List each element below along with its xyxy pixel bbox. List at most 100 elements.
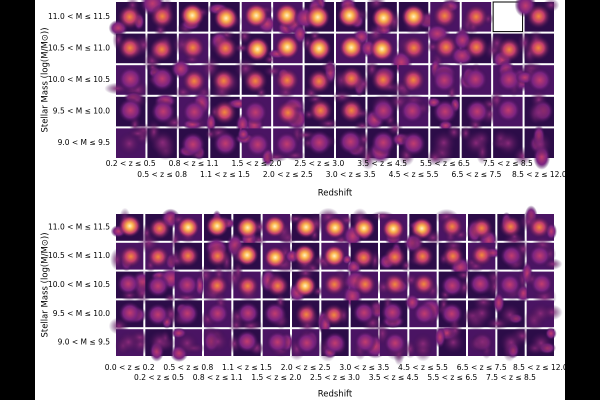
blob xyxy=(180,132,206,157)
col-label: 6.5 < z ≤ 7.5 xyxy=(457,363,507,372)
col-label: 1.1 < z ≤ 1.5 xyxy=(222,363,272,372)
blob xyxy=(470,301,494,325)
blob xyxy=(322,273,346,296)
blob xyxy=(263,302,287,325)
col-label: 7.5 < z ≤ 8.5 xyxy=(483,159,533,168)
col-label: 6.5 < z ≤ 7.5 xyxy=(451,170,501,179)
blob xyxy=(305,4,331,30)
col-label: 3.0 < z ≤ 3.5 xyxy=(339,363,389,372)
blob xyxy=(470,216,494,240)
blob xyxy=(352,301,376,325)
blob xyxy=(175,302,199,325)
blob xyxy=(181,68,207,94)
blob xyxy=(412,272,436,296)
col-label: 5.5 < z ≤ 6.5 xyxy=(427,373,477,382)
blob xyxy=(243,99,268,125)
blob xyxy=(175,273,199,297)
row-label: 11.0 < M ≤ 11.5 xyxy=(48,222,110,231)
noise xyxy=(320,61,338,74)
blob xyxy=(235,330,259,353)
blob xyxy=(308,98,333,123)
blob xyxy=(266,274,290,298)
blob xyxy=(243,3,269,29)
blob xyxy=(295,331,319,355)
blob xyxy=(179,3,205,28)
blob xyxy=(411,332,435,355)
blob xyxy=(496,37,522,63)
blob xyxy=(149,36,175,62)
blob xyxy=(529,302,552,325)
col-label: 1.5 < z ≤ 2.0 xyxy=(251,373,301,382)
col-label: 0.0 < z ≤ 0.2 xyxy=(105,363,155,372)
blob xyxy=(245,132,271,158)
blob xyxy=(306,68,332,94)
col-label: 7.5 < z ≤ 8.5 xyxy=(486,373,536,382)
blob xyxy=(530,272,554,296)
blob xyxy=(529,331,553,355)
col-label: 3.5 < z ≤ 4.5 xyxy=(357,159,407,168)
blob xyxy=(498,303,522,327)
blob xyxy=(182,99,207,125)
x-axis-label: Redshift xyxy=(318,189,353,199)
blob xyxy=(213,131,238,156)
blob xyxy=(370,130,396,156)
blob xyxy=(205,274,229,297)
blob xyxy=(236,274,260,298)
blob xyxy=(293,274,317,298)
blob xyxy=(498,273,522,296)
blob xyxy=(117,35,143,61)
blob xyxy=(353,330,377,354)
blob xyxy=(432,67,457,93)
blob xyxy=(274,34,300,60)
blob xyxy=(263,246,287,269)
blob xyxy=(306,36,332,61)
col-label: 3.0 < z ≤ 3.5 xyxy=(326,170,376,179)
blob xyxy=(527,216,551,239)
blob xyxy=(463,4,489,30)
blob xyxy=(266,330,290,354)
blob xyxy=(499,215,523,238)
blob xyxy=(180,35,206,61)
row-label: 10.5 < M ≤ 11.0 xyxy=(48,43,110,52)
row-label: 10.0 < M ≤ 10.5 xyxy=(48,280,110,289)
blob xyxy=(528,244,552,268)
blob xyxy=(263,215,287,238)
blob xyxy=(212,99,237,125)
blob xyxy=(463,130,489,156)
col-label: 2.0 < z ≤ 2.5 xyxy=(263,170,313,179)
y-axis-label: Stellar Mass (log(M/M⊙)) xyxy=(41,27,51,132)
blob xyxy=(275,100,301,126)
blob xyxy=(118,214,142,238)
col-label: 0.5 < z ≤ 0.8 xyxy=(163,363,213,372)
col-label: 0.2 < z ≤ 0.5 xyxy=(106,159,156,168)
blob xyxy=(463,34,489,60)
blob xyxy=(399,98,425,124)
blob xyxy=(117,66,143,92)
blob xyxy=(401,35,427,61)
blob xyxy=(149,66,175,92)
blob xyxy=(352,246,376,269)
blob xyxy=(440,302,464,326)
col-label: 2.5 < z ≤ 3.0 xyxy=(310,373,360,382)
blob xyxy=(150,99,176,124)
blob xyxy=(119,245,143,268)
blob xyxy=(116,131,142,157)
blob xyxy=(274,2,300,28)
blob xyxy=(411,245,435,268)
left-border xyxy=(0,0,35,400)
blob xyxy=(322,303,346,327)
blob xyxy=(294,303,318,326)
noise xyxy=(237,27,253,45)
col-label: 1.1 < z ≤ 1.5 xyxy=(200,170,250,179)
blob xyxy=(205,214,229,238)
blob xyxy=(440,274,464,297)
blob xyxy=(441,244,465,268)
blob xyxy=(470,243,494,267)
blob xyxy=(383,245,407,269)
blob xyxy=(381,217,405,241)
blob xyxy=(146,303,170,326)
blob xyxy=(526,100,552,125)
col-label: 2.0 < z ≤ 2.5 xyxy=(281,363,331,372)
